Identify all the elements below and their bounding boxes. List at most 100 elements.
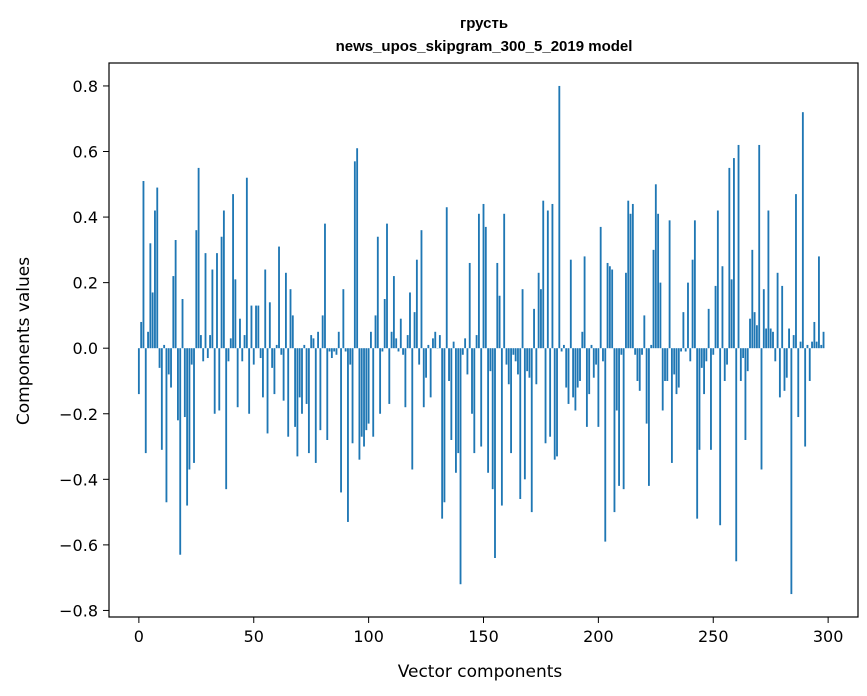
bar	[677, 348, 680, 388]
bar	[314, 348, 317, 463]
x-tick-label: 200	[583, 627, 614, 646]
y-tick-label: 0.4	[73, 208, 98, 227]
bar	[271, 348, 274, 368]
bar	[494, 348, 496, 558]
bar	[241, 348, 244, 362]
bar	[482, 203, 485, 349]
y-tick-label: −0.4	[59, 470, 98, 489]
bar	[326, 348, 329, 440]
bar	[445, 207, 448, 349]
bar	[627, 200, 630, 349]
bar	[287, 348, 290, 437]
bar	[604, 348, 607, 542]
bar	[625, 272, 627, 349]
bar	[218, 348, 221, 411]
bar	[778, 348, 781, 398]
bar	[744, 348, 747, 440]
bar	[415, 259, 418, 349]
bar	[443, 348, 446, 503]
bar	[636, 348, 639, 381]
bar	[409, 292, 411, 349]
bar	[505, 348, 508, 365]
bar	[546, 210, 549, 349]
bar	[312, 338, 315, 349]
bar	[413, 312, 416, 349]
bar	[687, 282, 689, 349]
bar	[553, 348, 556, 460]
bar	[321, 315, 324, 349]
bar	[599, 226, 602, 349]
bar	[804, 348, 807, 447]
bar	[477, 213, 480, 349]
bar	[466, 348, 469, 375]
bar	[707, 308, 710, 349]
bar	[402, 348, 405, 355]
bar	[429, 348, 432, 398]
bar	[788, 328, 790, 349]
bar	[250, 305, 253, 349]
bar	[282, 348, 285, 401]
bar	[585, 348, 588, 427]
bar	[712, 348, 715, 355]
bar	[797, 348, 800, 418]
bar	[650, 344, 653, 349]
bar	[340, 348, 342, 493]
bar	[652, 249, 655, 349]
y-tick-label: −0.6	[59, 536, 98, 555]
bar	[337, 331, 340, 349]
bar	[404, 348, 407, 408]
bar	[668, 220, 671, 349]
bar	[390, 331, 393, 349]
bar	[498, 295, 501, 349]
bar	[307, 348, 310, 454]
bar	[395, 338, 398, 349]
bar	[386, 223, 388, 349]
bar	[188, 348, 191, 470]
bar	[144, 348, 147, 454]
bar	[569, 259, 572, 349]
bar	[664, 348, 666, 381]
bar	[673, 348, 676, 375]
bar	[765, 328, 768, 349]
bar	[811, 341, 813, 349]
bar	[592, 348, 595, 378]
bar	[767, 210, 770, 349]
bar	[376, 236, 379, 349]
bar	[588, 348, 591, 395]
bar	[602, 348, 604, 362]
bar	[772, 331, 774, 349]
bar	[432, 338, 434, 349]
y-tick-label: 0.2	[73, 274, 98, 293]
bar	[147, 331, 149, 349]
bar	[181, 299, 184, 349]
bar	[259, 348, 262, 359]
bar	[195, 230, 198, 349]
bar	[459, 348, 462, 585]
bar	[700, 348, 703, 368]
bar	[301, 348, 303, 414]
bar	[719, 348, 722, 526]
bar	[579, 348, 581, 381]
bar	[264, 269, 267, 349]
bar	[388, 348, 391, 404]
bar	[303, 344, 306, 349]
bar	[473, 348, 476, 454]
bar	[165, 348, 168, 503]
bar	[514, 348, 517, 362]
bar	[661, 348, 664, 411]
bar	[374, 315, 377, 349]
bar	[353, 161, 356, 349]
bar	[785, 348, 788, 378]
bar	[590, 344, 593, 349]
bar	[528, 348, 531, 378]
bar	[726, 348, 728, 365]
bar	[278, 246, 280, 349]
bar	[206, 348, 209, 359]
bar	[533, 308, 535, 349]
bar	[631, 203, 634, 349]
plot-frame	[108, 62, 859, 618]
bar	[360, 348, 363, 437]
bar	[243, 335, 246, 349]
bar	[317, 331, 319, 349]
